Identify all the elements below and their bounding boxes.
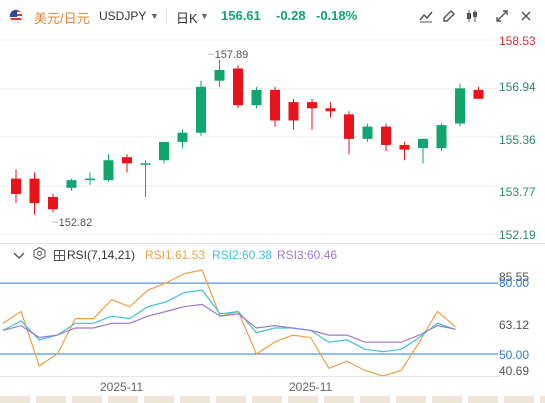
candle-body [29,178,40,204]
line-chart-icon[interactable] [416,6,436,26]
candlestick-chart[interactable] [0,32,498,242]
low-annotation: ┈152.82 [52,217,93,229]
rsi-axis-label: 40.69 [499,364,530,378]
candle [11,169,21,204]
collapse-icon[interactable] [13,248,25,266]
edit-icon[interactable] [439,6,459,26]
rsi-axis-label: 50.00 [499,348,530,362]
candle-body [48,196,58,210]
us-flag-icon [9,9,23,23]
candle [399,141,410,161]
candle [436,123,447,152]
candle-body [140,163,151,165]
candle [270,86,280,127]
candle [455,83,465,127]
high-annotation: ┈157.89 [208,49,249,61]
candle [103,154,114,182]
candle [473,86,484,100]
price-change: -0.28 [276,8,306,23]
candle [418,138,428,164]
candle-body [399,144,410,150]
pane-divider [0,243,545,244]
candle [159,141,169,164]
candle [66,178,77,191]
candle [85,172,95,185]
candle-body [66,180,77,188]
price-axis-label: 153.77 [499,185,536,199]
rsi-series-line-rsi2 [2,289,456,353]
rsi-axis-label: 80.00 [499,276,530,290]
candle-body [85,178,95,181]
candle [196,80,206,136]
candle-body [455,88,465,124]
candle [344,111,354,155]
price-axis-label: 155.36 [499,133,536,147]
candle-body [233,68,243,106]
chart-toolbar: 美元/日元 USDJPY ▼ 日K ▼ 156.61 -0.28 -0.18% [0,0,545,32]
symbol-code[interactable]: USDJPY [99,9,147,23]
candle-body [473,89,484,99]
period-selector[interactable]: 日K [176,11,198,26]
rsi-series-line-rsi3 [2,303,456,343]
rsi-chart[interactable] [0,266,498,376]
price-axis-label: 158.53 [499,34,536,48]
last-price: 156.61 [221,8,261,23]
settings-sliders-icon[interactable] [462,6,482,26]
rsi-axis-label: 85.55 [499,270,530,284]
gear-icon[interactable] [33,246,46,265]
bottom-scroll-band[interactable] [0,396,545,403]
candle [288,99,299,130]
price-change-pct: -0.18% [316,8,358,23]
candle-body [251,89,262,106]
candle-body [288,102,299,121]
symbol-name-cn[interactable]: 美元/日元 [34,11,90,26]
candle-body [381,126,391,145]
candle [251,86,262,109]
price-axis-label: 156.94 [499,80,536,94]
period-dropdown-icon[interactable]: ▼ [200,11,209,21]
indicator-grid-icon[interactable] [54,248,65,266]
candle-body [307,102,317,109]
candle-body [177,132,188,142]
candle [307,99,317,130]
rsi1-value: RSI1:61.53 [145,248,206,262]
rsi2-value: RSI2:60.38 [212,248,273,262]
candle-body [325,108,336,112]
candle-body [103,160,114,181]
candle-body [344,114,354,139]
price-axis-label: 152.19 [499,228,536,242]
candle [214,59,225,87]
candle-body [214,69,225,81]
candle-body [122,157,132,164]
candle [48,193,58,213]
rsi-series-line-rsi1 [2,269,456,376]
symbol-dropdown-icon[interactable]: ▼ [150,11,159,21]
toolbar-divider [166,8,167,24]
rsi-axis-label: 63.12 [499,318,530,332]
candle-body [270,89,280,121]
x-axis-line [0,376,500,377]
fullscreen-icon[interactable] [492,6,512,26]
candle-body [196,86,206,133]
candle-body [436,125,447,149]
candle-body [418,138,428,149]
candle [362,123,373,142]
candle [233,65,243,109]
candle [29,172,40,215]
rsi-title[interactable]: RSI(7,14,21) [67,248,136,262]
candle-body [11,178,21,194]
x-axis-label: 2025-11 [100,380,144,394]
candle [177,129,188,149]
candle [325,102,336,118]
rsi3-value: RSI3:60.46 [277,248,338,262]
close-icon[interactable] [516,6,536,26]
candle [381,123,391,152]
candle [140,160,151,197]
candle [122,154,132,173]
x-axis-label: 2025-11 [289,380,333,394]
candle-body [362,126,373,139]
candle-body [159,141,169,161]
